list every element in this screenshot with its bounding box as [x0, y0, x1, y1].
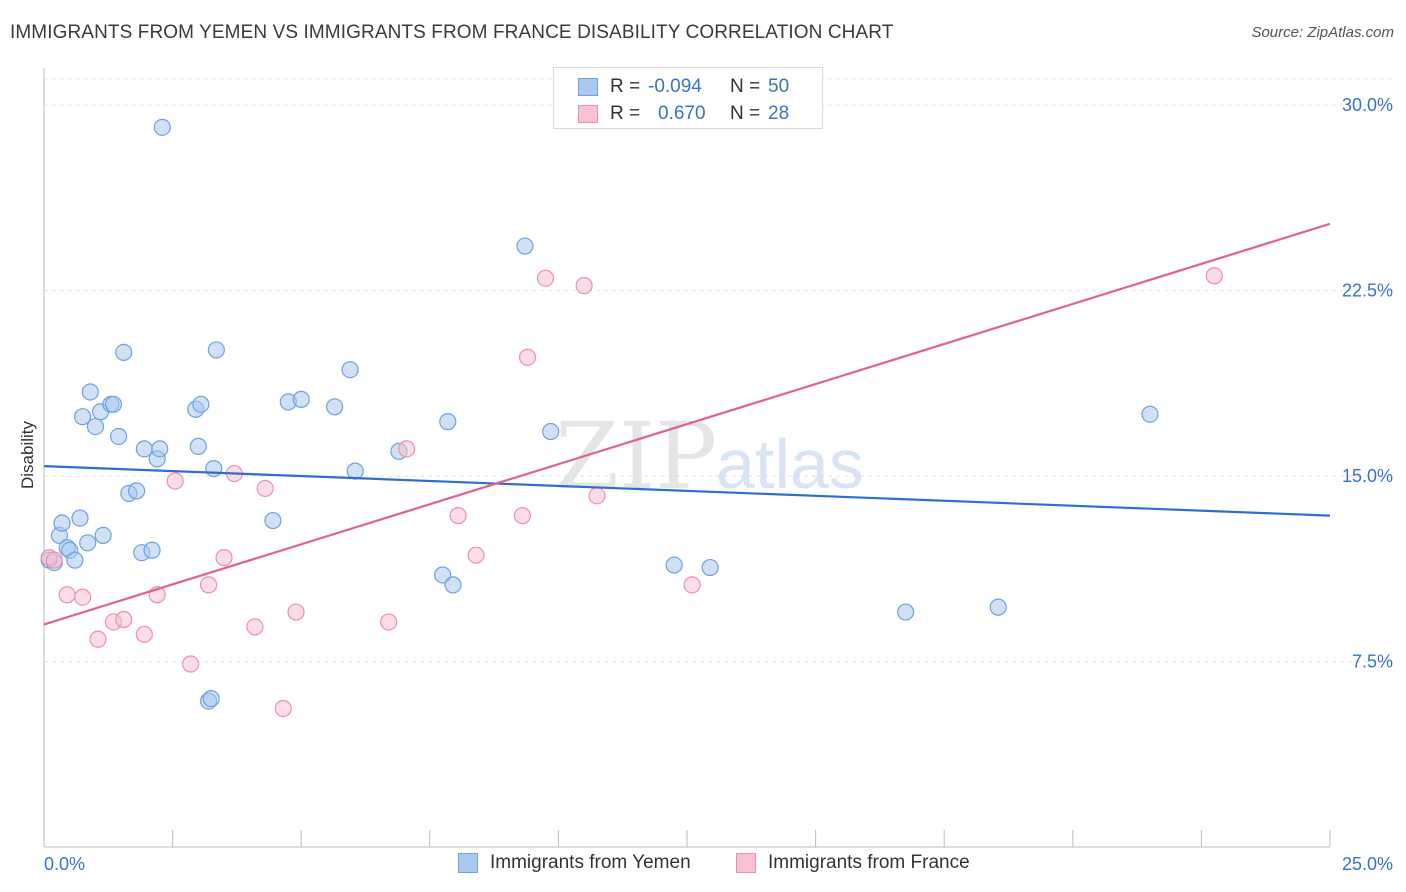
legend-label-yemen: Immigrants from Yemen [490, 852, 691, 873]
watermark-atlas: atlas [716, 425, 864, 503]
legend-swatch-yemen [578, 78, 598, 96]
chart-title: IMMIGRANTS FROM YEMEN VS IMMIGRANTS FROM… [10, 22, 894, 43]
legend-label-france: Immigrants from France [768, 852, 970, 873]
france-point [287, 603, 305, 621]
yemen-point [341, 361, 359, 379]
france-point [73, 588, 92, 606]
legend-r-label: R = [610, 103, 641, 124]
france-point [1205, 267, 1223, 285]
yemen-point [192, 395, 210, 413]
france-point [215, 549, 233, 567]
france-point [398, 440, 416, 458]
yemen-point [439, 413, 457, 431]
x-tick-label-min: 0.0% [44, 854, 85, 874]
france-point [45, 551, 63, 569]
yemen-point [434, 566, 452, 584]
y-tick-label: 30.0% [1342, 95, 1393, 115]
grid-lines [44, 78, 1393, 663]
france-point [89, 630, 107, 648]
yemen-point [104, 395, 123, 413]
legend-n-label: N = [730, 103, 761, 124]
yemen-point [153, 118, 171, 136]
yemen-point [53, 514, 71, 532]
yemen-point [897, 603, 915, 621]
yemen-point [701, 558, 719, 577]
legend-r-value: 0.670 [658, 103, 706, 124]
yemen-point [66, 551, 84, 569]
y-tick-labels: 7.5% 15.0% 22.5% 30.0% [1342, 95, 1393, 671]
yemen-point [71, 509, 89, 527]
france-point [575, 277, 593, 295]
legend-swatch-france [578, 105, 598, 123]
y-tick-label: 22.5% [1342, 281, 1393, 301]
france-point [683, 576, 701, 594]
france-point [536, 269, 555, 287]
france-point [135, 625, 153, 643]
legend-row-yemen: R = -0.094 N = 50 [578, 75, 789, 99]
legend-item-france: Immigrants from France [736, 852, 970, 874]
yemen-point [86, 417, 105, 436]
y-tick-label: 15.0% [1342, 466, 1393, 486]
yemen-point [151, 440, 169, 458]
yemen-point [94, 526, 112, 545]
yemen-point [207, 341, 225, 359]
yemen-point [73, 408, 92, 426]
france-point [274, 699, 292, 718]
yemen-point [665, 556, 683, 574]
france-point [518, 348, 537, 366]
france-point [256, 479, 274, 498]
yemen-point [202, 690, 220, 708]
france-point [115, 610, 133, 629]
france-point [513, 507, 531, 525]
france-point [380, 613, 398, 631]
trend-line-yemen [43, 465, 1331, 517]
x-tick-label-max: 25.0% [1342, 854, 1393, 874]
yemen-point [127, 482, 146, 500]
france-point [182, 655, 200, 673]
yemen-point [326, 398, 344, 416]
y-tick-label: 7.5% [1352, 652, 1393, 672]
france-point [588, 487, 606, 505]
legend-item-yemen: Immigrants from Yemen [458, 852, 691, 874]
yemen-point [189, 437, 207, 455]
yemen-point [115, 343, 133, 361]
legend-n-value: 28 [768, 103, 790, 124]
trend-line-france [43, 222, 1331, 626]
yemen-point [292, 390, 310, 408]
yemen-point [444, 576, 462, 594]
yemen-point [143, 541, 161, 559]
yemen-point [109, 427, 128, 446]
yemen-point [1141, 405, 1159, 423]
x-ticks [43, 830, 1331, 847]
yemen-point [79, 534, 97, 552]
france-point [200, 576, 218, 594]
series-legend: Immigrants from Yemen Immigrants from Fr… [0, 852, 1406, 878]
france-point [467, 546, 485, 564]
legend-r-value: -0.094 [648, 76, 702, 97]
watermark-zip: ZIP [555, 403, 717, 510]
france-point [58, 586, 76, 604]
france-point [246, 618, 264, 636]
yemen-point [205, 460, 223, 478]
yemen-point [516, 237, 534, 255]
yemen-point [81, 383, 99, 401]
france-point [449, 507, 467, 525]
yemen-point [989, 598, 1007, 616]
legend-swatch-france [736, 853, 756, 873]
legend-n-label: N = [730, 76, 761, 97]
yemen-point [542, 422, 560, 441]
source-label: Source: ZipAtlas.com [1251, 24, 1394, 41]
legend-r-label: R = [610, 76, 641, 97]
correlation-legend: R = -0.094 N = 50 R = 0.670 N = 28 [553, 67, 823, 129]
legend-row-france: R = 0.670 N = 28 [578, 102, 789, 126]
france-point [166, 472, 184, 490]
legend-swatch-yemen [458, 853, 478, 873]
legend-n-value: 50 [768, 76, 790, 97]
trend-lines [43, 222, 1331, 626]
yemen-point [264, 511, 282, 530]
yemen-point [346, 462, 364, 480]
